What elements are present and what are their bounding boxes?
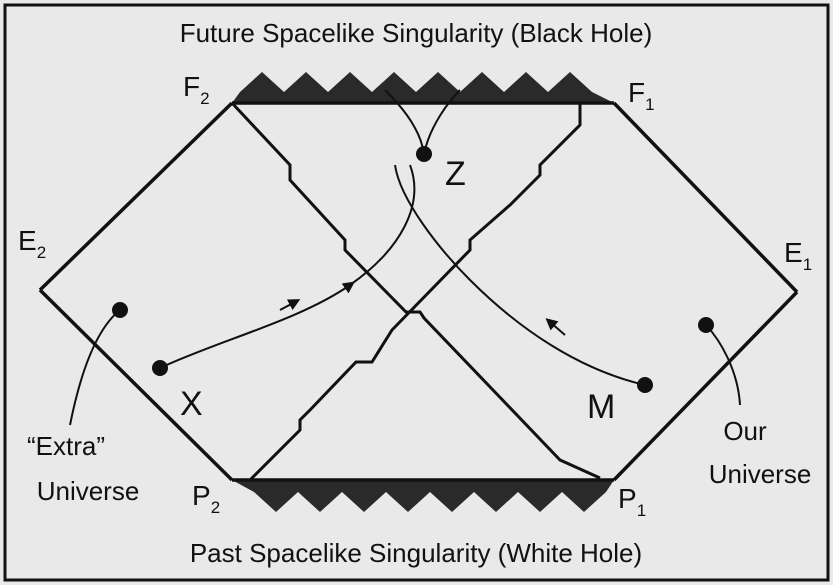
worldline-m-to-z [394, 164, 646, 386]
past-singularity-title: Past Spacelike Singularity (White Hole) [190, 538, 642, 568]
extra-universe-label-line1: “Extra” [27, 431, 105, 461]
label-e2: E2 [18, 225, 46, 262]
our-universe-label-line2: Universe [709, 459, 812, 489]
event-horizons [230, 101, 601, 482]
label-x: X [180, 385, 203, 423]
label-z: Z [445, 155, 466, 193]
label-p2: P2 [192, 480, 220, 517]
spacetime-boundary [38, 101, 799, 482]
horizon-left-to-right [230, 101, 601, 480]
point-z-dot [416, 146, 432, 162]
worldline-z-continuation-left [384, 89, 425, 155]
horizon-right-to-left [248, 103, 582, 482]
our-universe-label-line1: Our [723, 416, 767, 446]
arrow-m [545, 318, 566, 336]
extra-universe-label-line2: Universe [37, 476, 140, 506]
label-f1: F1 [628, 77, 655, 114]
label-m: M [587, 388, 615, 426]
past-singularity-band [232, 480, 614, 512]
worldline-z-continuation-right [423, 89, 461, 155]
label-p1: P1 [618, 483, 646, 520]
point-x-dot [152, 360, 168, 376]
worldline-x-to-z [159, 164, 416, 369]
extra-universe-pointer [69, 309, 121, 426]
future-singularity-title: Future Spacelike Singularity (Black Hole… [180, 18, 653, 48]
outer-frame [3, 3, 830, 582]
future-singularity-band [232, 72, 614, 103]
label-f2: F2 [183, 71, 210, 108]
label-e1: E1 [784, 237, 812, 274]
arrow-x [279, 299, 301, 311]
point-m-dot [637, 377, 653, 393]
our-universe-pointer [705, 324, 741, 406]
